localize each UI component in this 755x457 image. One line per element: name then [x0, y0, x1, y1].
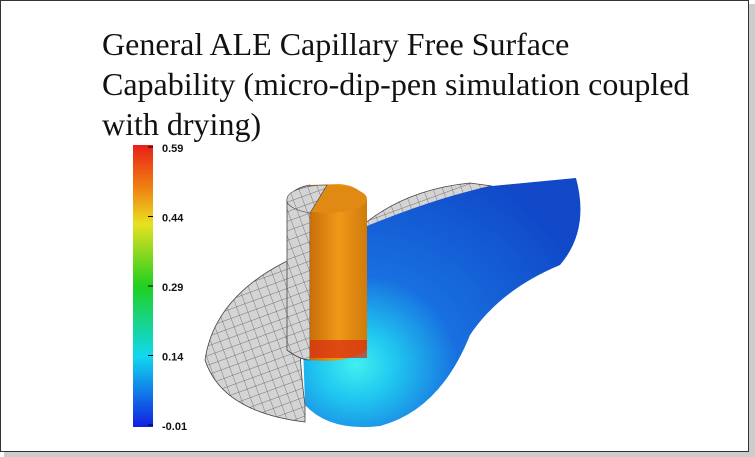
colorbar-label: 0.14	[162, 351, 184, 363]
colorbar: 0.59 0.44 0.29 0.14 -0.01	[133, 143, 187, 433]
colorbar-label: 0.29	[162, 282, 183, 294]
frame-shadow	[749, 4, 755, 457]
colorbar-gradient	[133, 145, 153, 427]
simulation-image	[204, 178, 581, 428]
colorbar-label: 0.59	[162, 143, 183, 155]
slide-title: General ALE Capillary Free Surface Capab…	[102, 26, 690, 142]
frame-shadow	[4, 452, 755, 457]
colorbar-label: -0.01	[162, 421, 187, 433]
colorbar-label: 0.44	[162, 212, 184, 224]
